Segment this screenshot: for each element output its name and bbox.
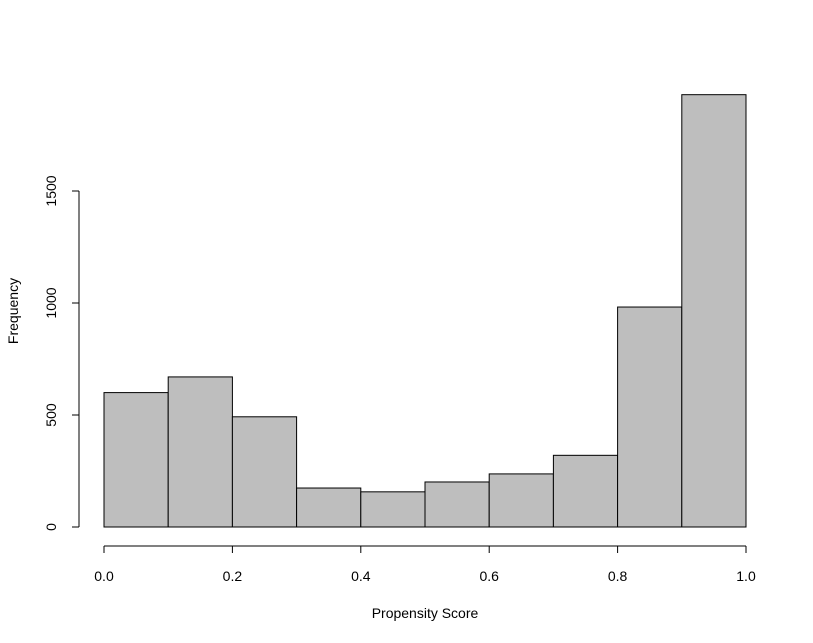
x-tick-label: 0.0 bbox=[94, 568, 114, 584]
x-tick-label: 0.8 bbox=[608, 568, 628, 584]
histogram-bar-3 bbox=[296, 487, 362, 528]
y-axis-title: Frequency bbox=[5, 278, 21, 344]
x-axis: 0.0 0.2 0.4 0.6 0.8 1.0 bbox=[94, 545, 756, 584]
x-tick-label: 0.6 bbox=[479, 568, 499, 584]
y-tick-label: 1000 bbox=[43, 287, 59, 318]
histogram-bar-8 bbox=[617, 306, 683, 528]
x-axis-title: Propensity Score bbox=[372, 605, 479, 621]
bars-group bbox=[103, 94, 747, 528]
histogram-bar-9 bbox=[681, 94, 747, 528]
y-tick-label: 0 bbox=[43, 523, 59, 531]
x-tick-label: 0.2 bbox=[223, 568, 243, 584]
x-tick-label: 1.0 bbox=[736, 568, 756, 584]
histogram-bar-0 bbox=[103, 392, 169, 528]
histogram-bar-1 bbox=[167, 376, 233, 528]
histogram-bar-6 bbox=[488, 473, 554, 528]
histogram-bar-5 bbox=[424, 481, 490, 528]
histogram-bar-2 bbox=[231, 416, 298, 528]
y-axis: 0 500 1000 1500 bbox=[43, 175, 80, 531]
x-tick-label: 0.4 bbox=[351, 568, 371, 584]
y-tick-label: 1500 bbox=[43, 175, 59, 206]
histogram-bar-7 bbox=[552, 454, 619, 528]
histogram-bar-4 bbox=[360, 491, 426, 528]
y-tick-label: 500 bbox=[43, 403, 59, 427]
